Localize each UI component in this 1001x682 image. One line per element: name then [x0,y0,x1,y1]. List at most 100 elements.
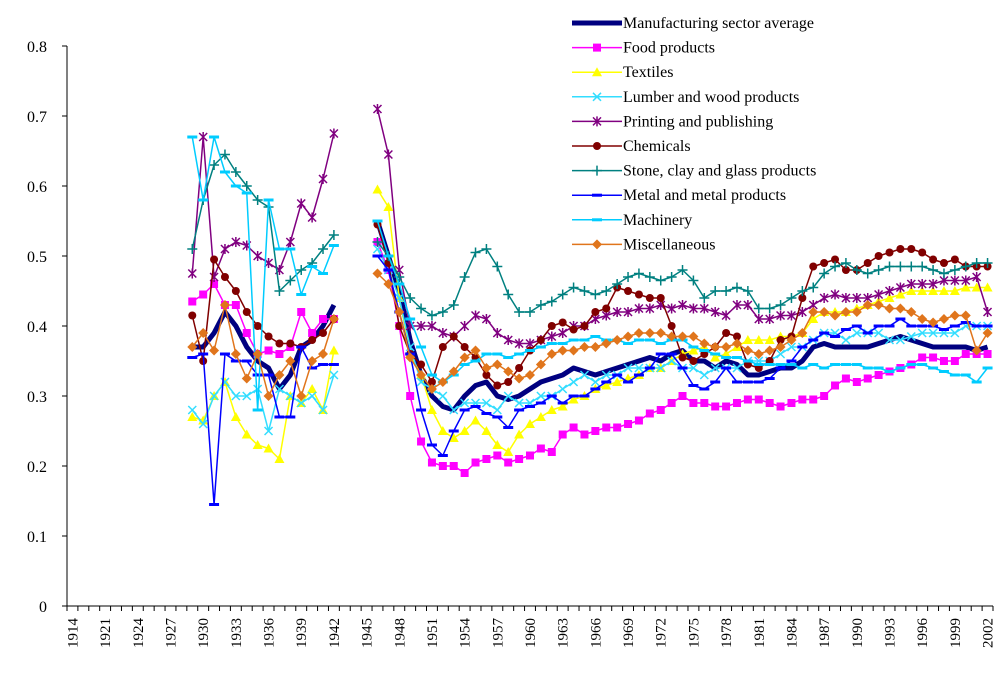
marker [831,381,840,390]
x-tick-label: 1942 [327,618,343,648]
marker [591,427,600,435]
marker [688,275,699,286]
marker [666,331,677,342]
marker [471,458,480,467]
marker [809,395,818,404]
marker [623,272,634,282]
series [187,135,993,412]
marker [786,335,797,345]
x-tick-label: 1951 [425,618,441,648]
marker [602,423,611,432]
marker [274,384,284,394]
marker [862,300,873,310]
marker [220,244,230,254]
y-tick-label: 0.5 [27,249,47,266]
marker [862,268,873,279]
marker [820,259,829,267]
marker [677,265,688,275]
marker [841,335,851,345]
marker [482,455,491,463]
legend-label: Textiles [623,64,673,81]
marker [426,405,437,414]
x-tick-label: 1993 [883,618,899,648]
marker [231,287,240,295]
marker [187,412,198,421]
marker [753,349,764,359]
marker [199,290,208,299]
marker [656,294,665,302]
marker [776,310,786,321]
marker [731,282,742,293]
marker [535,412,546,421]
marker [470,247,481,258]
marker [275,339,284,348]
marker [253,322,262,330]
marker [579,370,590,380]
marker [633,268,644,279]
x-tick-label: 1996 [915,618,931,649]
marker [198,328,209,338]
marker [231,301,240,309]
marker [775,300,786,310]
legend-label: Manufacturing sector average [623,15,814,32]
marker [874,371,883,379]
x-tick-label: 1960 [523,618,539,648]
marker [558,430,567,439]
marker [187,268,197,279]
legend-marker [592,116,602,127]
legend-label: Machinery [623,212,692,229]
marker [307,212,317,223]
legend: Manufacturing sector average Food product… [572,15,816,253]
marker [481,314,491,324]
marker [732,300,742,310]
x-tick-label: 1987 [817,618,833,649]
marker [808,314,819,323]
marker [503,366,514,377]
marker [274,454,285,463]
marker [656,363,666,373]
marker [634,290,643,299]
marker [252,349,263,359]
x-tick-label: 1948 [392,618,408,648]
marker [590,342,601,352]
marker [558,328,568,338]
marker [535,300,546,310]
marker [852,378,861,386]
marker [722,402,731,411]
marker [449,462,458,470]
series [187,244,993,436]
marker [601,380,612,390]
marker [426,384,437,394]
marker [557,401,568,411]
marker [514,307,525,317]
legend-marker [593,142,601,150]
marker [296,265,307,275]
marker [188,311,197,320]
marker [960,282,971,292]
x-tick-label: 1957 [490,618,506,649]
marker [187,244,198,254]
marker [492,328,502,338]
marker [645,294,654,302]
marker [437,377,448,387]
marker [209,160,220,170]
marker [492,261,503,272]
marker [819,268,830,279]
marker [656,406,665,414]
marker [678,392,687,400]
marker [307,356,318,366]
marker [536,391,546,401]
marker [633,328,644,338]
marker [601,338,612,349]
marker [613,423,622,432]
marker [928,265,939,275]
x-tick-label: 1945 [360,618,376,648]
marker [275,350,284,358]
marker [448,300,459,310]
marker [470,415,481,425]
marker [884,335,895,345]
marker [764,335,775,344]
marker [481,363,492,373]
marker [286,339,295,348]
marker [688,331,699,342]
